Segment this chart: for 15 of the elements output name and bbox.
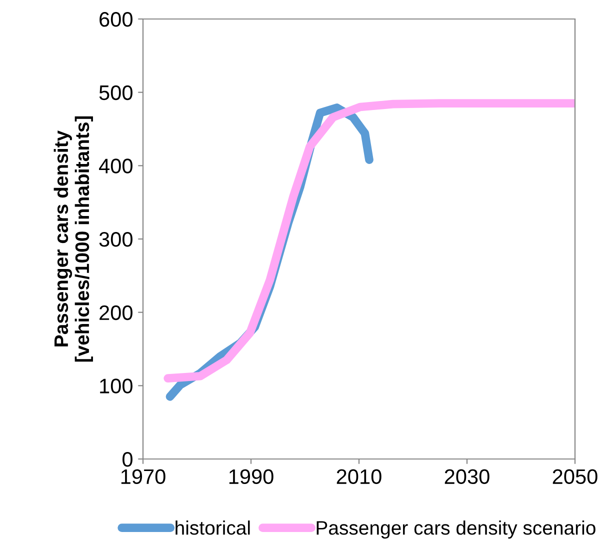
x-tick-label: 2030 — [444, 469, 490, 484]
x-tick-label: 2010 — [336, 469, 382, 484]
y-tick-label: 100 — [100, 378, 132, 394]
y-tick-label: 0 — [122, 452, 132, 467]
legend-label: historical — [176, 520, 250, 535]
x-tick-label: 1990 — [229, 469, 274, 484]
y-tick-label: 600 — [100, 12, 132, 27]
legend-label: Passenger cars density scenario — [316, 520, 596, 539]
y-axis-title: Passenger cars density [vehicles/1000 inhabitants] — [54, 116, 93, 362]
x-tick-label: 1970 — [121, 469, 166, 484]
y-tick-label: 500 — [99, 85, 132, 100]
x-tick-label: 2050 — [552, 469, 598, 484]
y-tick-label: 200 — [100, 305, 132, 320]
y-tick-label: 300 — [99, 232, 132, 247]
y-tick-label: 400 — [99, 158, 132, 174]
